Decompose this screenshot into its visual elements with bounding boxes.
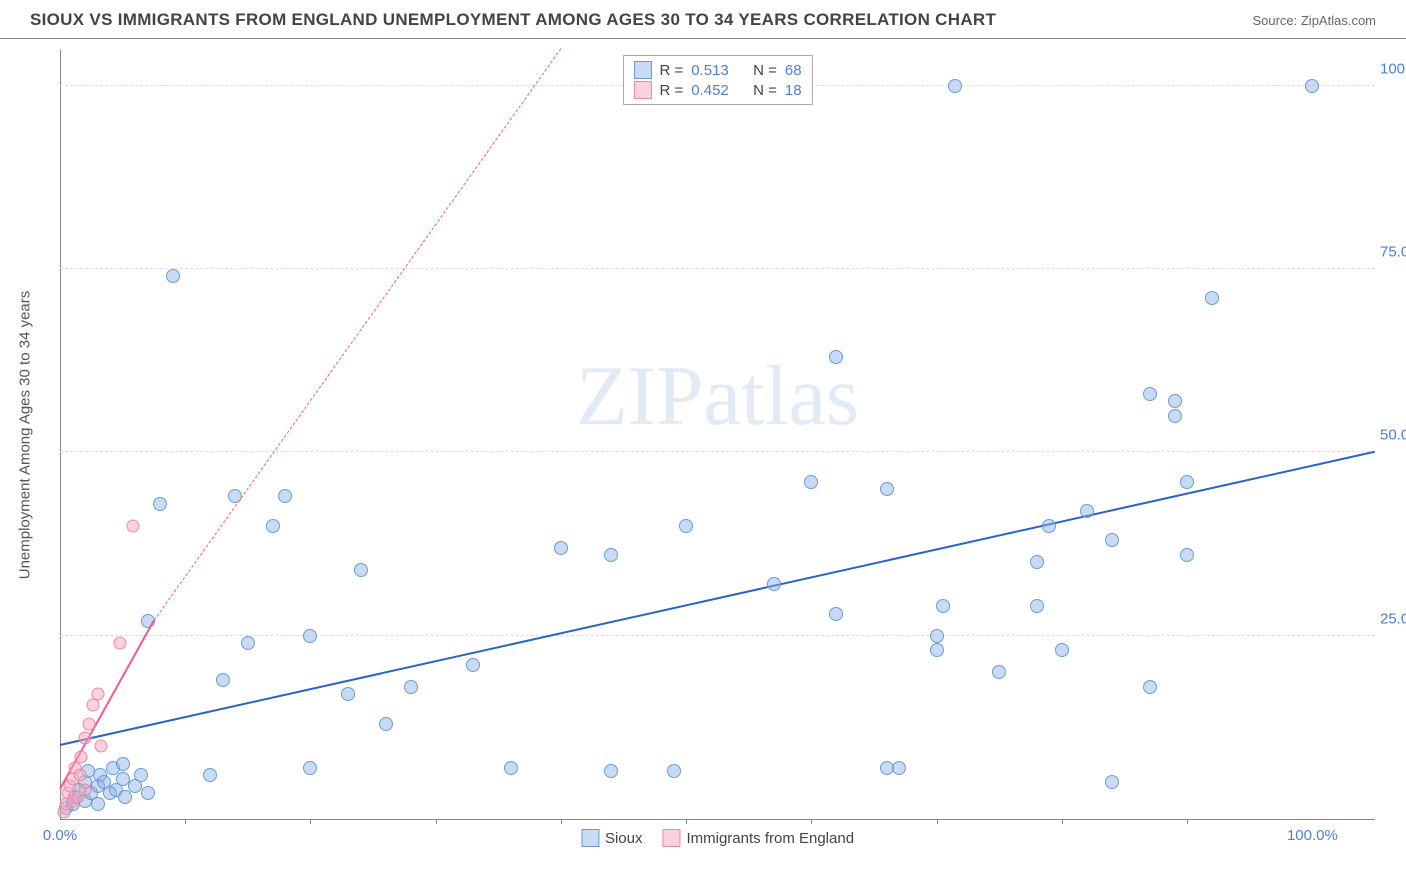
legend-swatch bbox=[633, 81, 651, 99]
series-legend-label: Immigrants from England bbox=[686, 830, 854, 847]
data-point bbox=[767, 577, 781, 591]
series-legend-item: Sioux bbox=[581, 829, 643, 847]
source-label: Source: ZipAtlas.com bbox=[1252, 13, 1376, 28]
data-point bbox=[504, 761, 518, 775]
data-point bbox=[379, 717, 393, 731]
data-point bbox=[829, 607, 843, 621]
legend-swatch bbox=[581, 829, 599, 847]
data-point bbox=[1180, 475, 1194, 489]
stats-legend: R =0.513 N =68R =0.452 N =18 bbox=[622, 55, 812, 105]
data-point bbox=[948, 79, 962, 93]
data-point bbox=[604, 764, 618, 778]
data-point bbox=[1105, 533, 1119, 547]
x-tick bbox=[185, 819, 186, 824]
y-axis-line bbox=[60, 50, 61, 819]
data-point bbox=[95, 739, 108, 752]
legend-swatch bbox=[633, 61, 651, 79]
data-point bbox=[75, 750, 88, 763]
data-point bbox=[266, 519, 280, 533]
x-tick bbox=[436, 819, 437, 824]
data-point bbox=[1105, 775, 1119, 789]
stats-legend-row: R =0.452 N =18 bbox=[633, 80, 801, 100]
data-point bbox=[354, 563, 368, 577]
data-point bbox=[1030, 555, 1044, 569]
y-tick-label: 50.0% bbox=[1380, 427, 1406, 444]
data-point bbox=[118, 790, 132, 804]
data-point bbox=[829, 350, 843, 364]
x-tick bbox=[310, 819, 311, 824]
data-point bbox=[1205, 291, 1219, 305]
series-legend-item: Immigrants from England bbox=[662, 829, 854, 847]
data-point bbox=[278, 489, 292, 503]
data-point bbox=[153, 497, 167, 511]
data-point bbox=[1180, 548, 1194, 562]
data-point bbox=[91, 688, 104, 701]
x-tick bbox=[1062, 819, 1063, 824]
y-axis-label: Unemployment Among Ages 30 to 34 years bbox=[17, 290, 34, 579]
gridline bbox=[60, 451, 1375, 452]
gridline bbox=[60, 635, 1375, 636]
data-point bbox=[892, 761, 906, 775]
data-point bbox=[116, 757, 130, 771]
data-point bbox=[1168, 409, 1182, 423]
trend-line bbox=[154, 48, 562, 621]
data-point bbox=[341, 687, 355, 701]
y-tick-label: 75.0% bbox=[1380, 244, 1406, 261]
data-point bbox=[880, 482, 894, 496]
gridline bbox=[60, 268, 1375, 269]
x-tick-label: 100.0% bbox=[1287, 827, 1338, 844]
trend-line bbox=[60, 450, 1375, 745]
data-point bbox=[134, 768, 148, 782]
data-point bbox=[1143, 387, 1157, 401]
data-point bbox=[466, 658, 480, 672]
x-tick bbox=[811, 819, 812, 824]
data-point bbox=[1143, 680, 1157, 694]
data-point bbox=[1080, 504, 1094, 518]
data-point bbox=[992, 665, 1006, 679]
x-tick bbox=[561, 819, 562, 824]
chart-title: SIOUX VS IMMIGRANTS FROM ENGLAND UNEMPLO… bbox=[30, 10, 996, 30]
x-tick bbox=[1187, 819, 1188, 824]
data-point bbox=[216, 673, 230, 687]
data-point bbox=[74, 769, 87, 782]
data-point bbox=[203, 768, 217, 782]
data-point bbox=[1055, 643, 1069, 657]
data-point bbox=[1305, 79, 1319, 93]
data-point bbox=[79, 732, 92, 745]
data-point bbox=[936, 599, 950, 613]
data-point bbox=[141, 786, 155, 800]
scatter-chart: Unemployment Among Ages 30 to 34 years Z… bbox=[60, 50, 1375, 820]
data-point bbox=[82, 717, 95, 730]
data-point bbox=[91, 797, 105, 811]
data-point bbox=[667, 764, 681, 778]
x-tick bbox=[686, 819, 687, 824]
header: SIOUX VS IMMIGRANTS FROM ENGLAND UNEMPLO… bbox=[0, 0, 1406, 39]
data-point bbox=[679, 519, 693, 533]
data-point bbox=[303, 761, 317, 775]
data-point bbox=[930, 629, 944, 643]
stats-legend-row: R =0.513 N =68 bbox=[633, 60, 801, 80]
series-legend: Sioux Immigrants from England bbox=[581, 829, 854, 847]
watermark: ZIPatlas bbox=[576, 347, 859, 445]
data-point bbox=[241, 636, 255, 650]
data-point bbox=[126, 519, 139, 532]
data-point bbox=[604, 548, 618, 562]
data-point bbox=[554, 541, 568, 555]
legend-swatch bbox=[662, 829, 680, 847]
y-tick-label: 100.0% bbox=[1380, 60, 1406, 77]
series-legend-label: Sioux bbox=[605, 830, 643, 847]
x-tick-label: 0.0% bbox=[43, 827, 77, 844]
y-tick-label: 25.0% bbox=[1380, 610, 1406, 627]
data-point bbox=[166, 269, 180, 283]
data-point bbox=[1030, 599, 1044, 613]
data-point bbox=[1168, 394, 1182, 408]
data-point bbox=[930, 643, 944, 657]
data-point bbox=[804, 475, 818, 489]
data-point bbox=[1042, 519, 1056, 533]
data-point bbox=[303, 629, 317, 643]
x-tick bbox=[937, 819, 938, 824]
data-point bbox=[114, 637, 127, 650]
data-point bbox=[79, 783, 92, 796]
data-point bbox=[404, 680, 418, 694]
